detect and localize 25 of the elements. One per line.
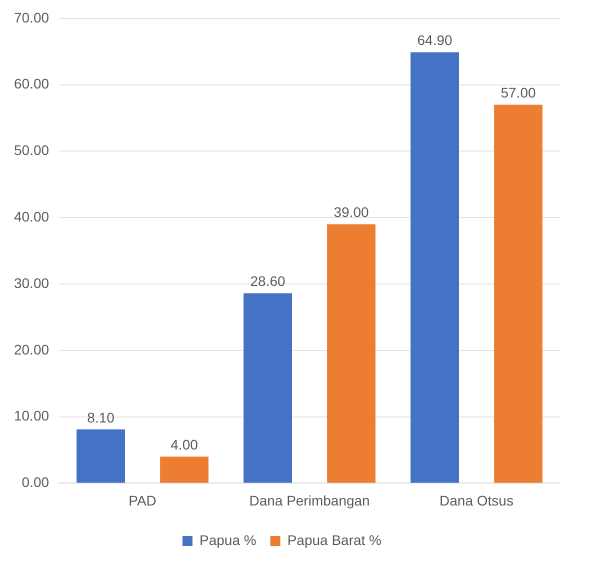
bar <box>244 293 292 483</box>
y-tick-label: 50.00 <box>14 142 50 158</box>
y-tick-label: 60.00 <box>14 76 50 92</box>
bar <box>494 104 542 483</box>
y-tick-label: 0.00 <box>22 474 50 490</box>
x-tick-label: Dana Perimbangan <box>249 492 370 508</box>
legend-label: Papua % <box>200 532 256 548</box>
bar <box>410 52 459 483</box>
data-label: 8.10 <box>87 409 115 426</box>
legend-label: Papua Barat % <box>287 532 382 548</box>
x-tick-label: Dana Otsus <box>440 492 514 508</box>
data-label: 4.00 <box>170 436 198 452</box>
bar <box>76 429 125 483</box>
bar <box>160 456 208 483</box>
y-tick-label: 20.00 <box>14 341 50 358</box>
data-label: 28.60 <box>250 273 286 290</box>
y-tick-label: 30.00 <box>14 274 50 291</box>
bar <box>327 224 376 483</box>
data-label: 57.00 <box>500 84 536 101</box>
y-tick-label: 40.00 <box>14 208 50 224</box>
y-tick-label: 70.00 <box>14 9 50 26</box>
y-tick-label: 10.00 <box>14 408 50 424</box>
x-tick-label: PAD <box>128 492 156 508</box>
data-label: 64.90 <box>417 32 452 48</box>
data-label: 39.00 <box>334 204 369 220</box>
